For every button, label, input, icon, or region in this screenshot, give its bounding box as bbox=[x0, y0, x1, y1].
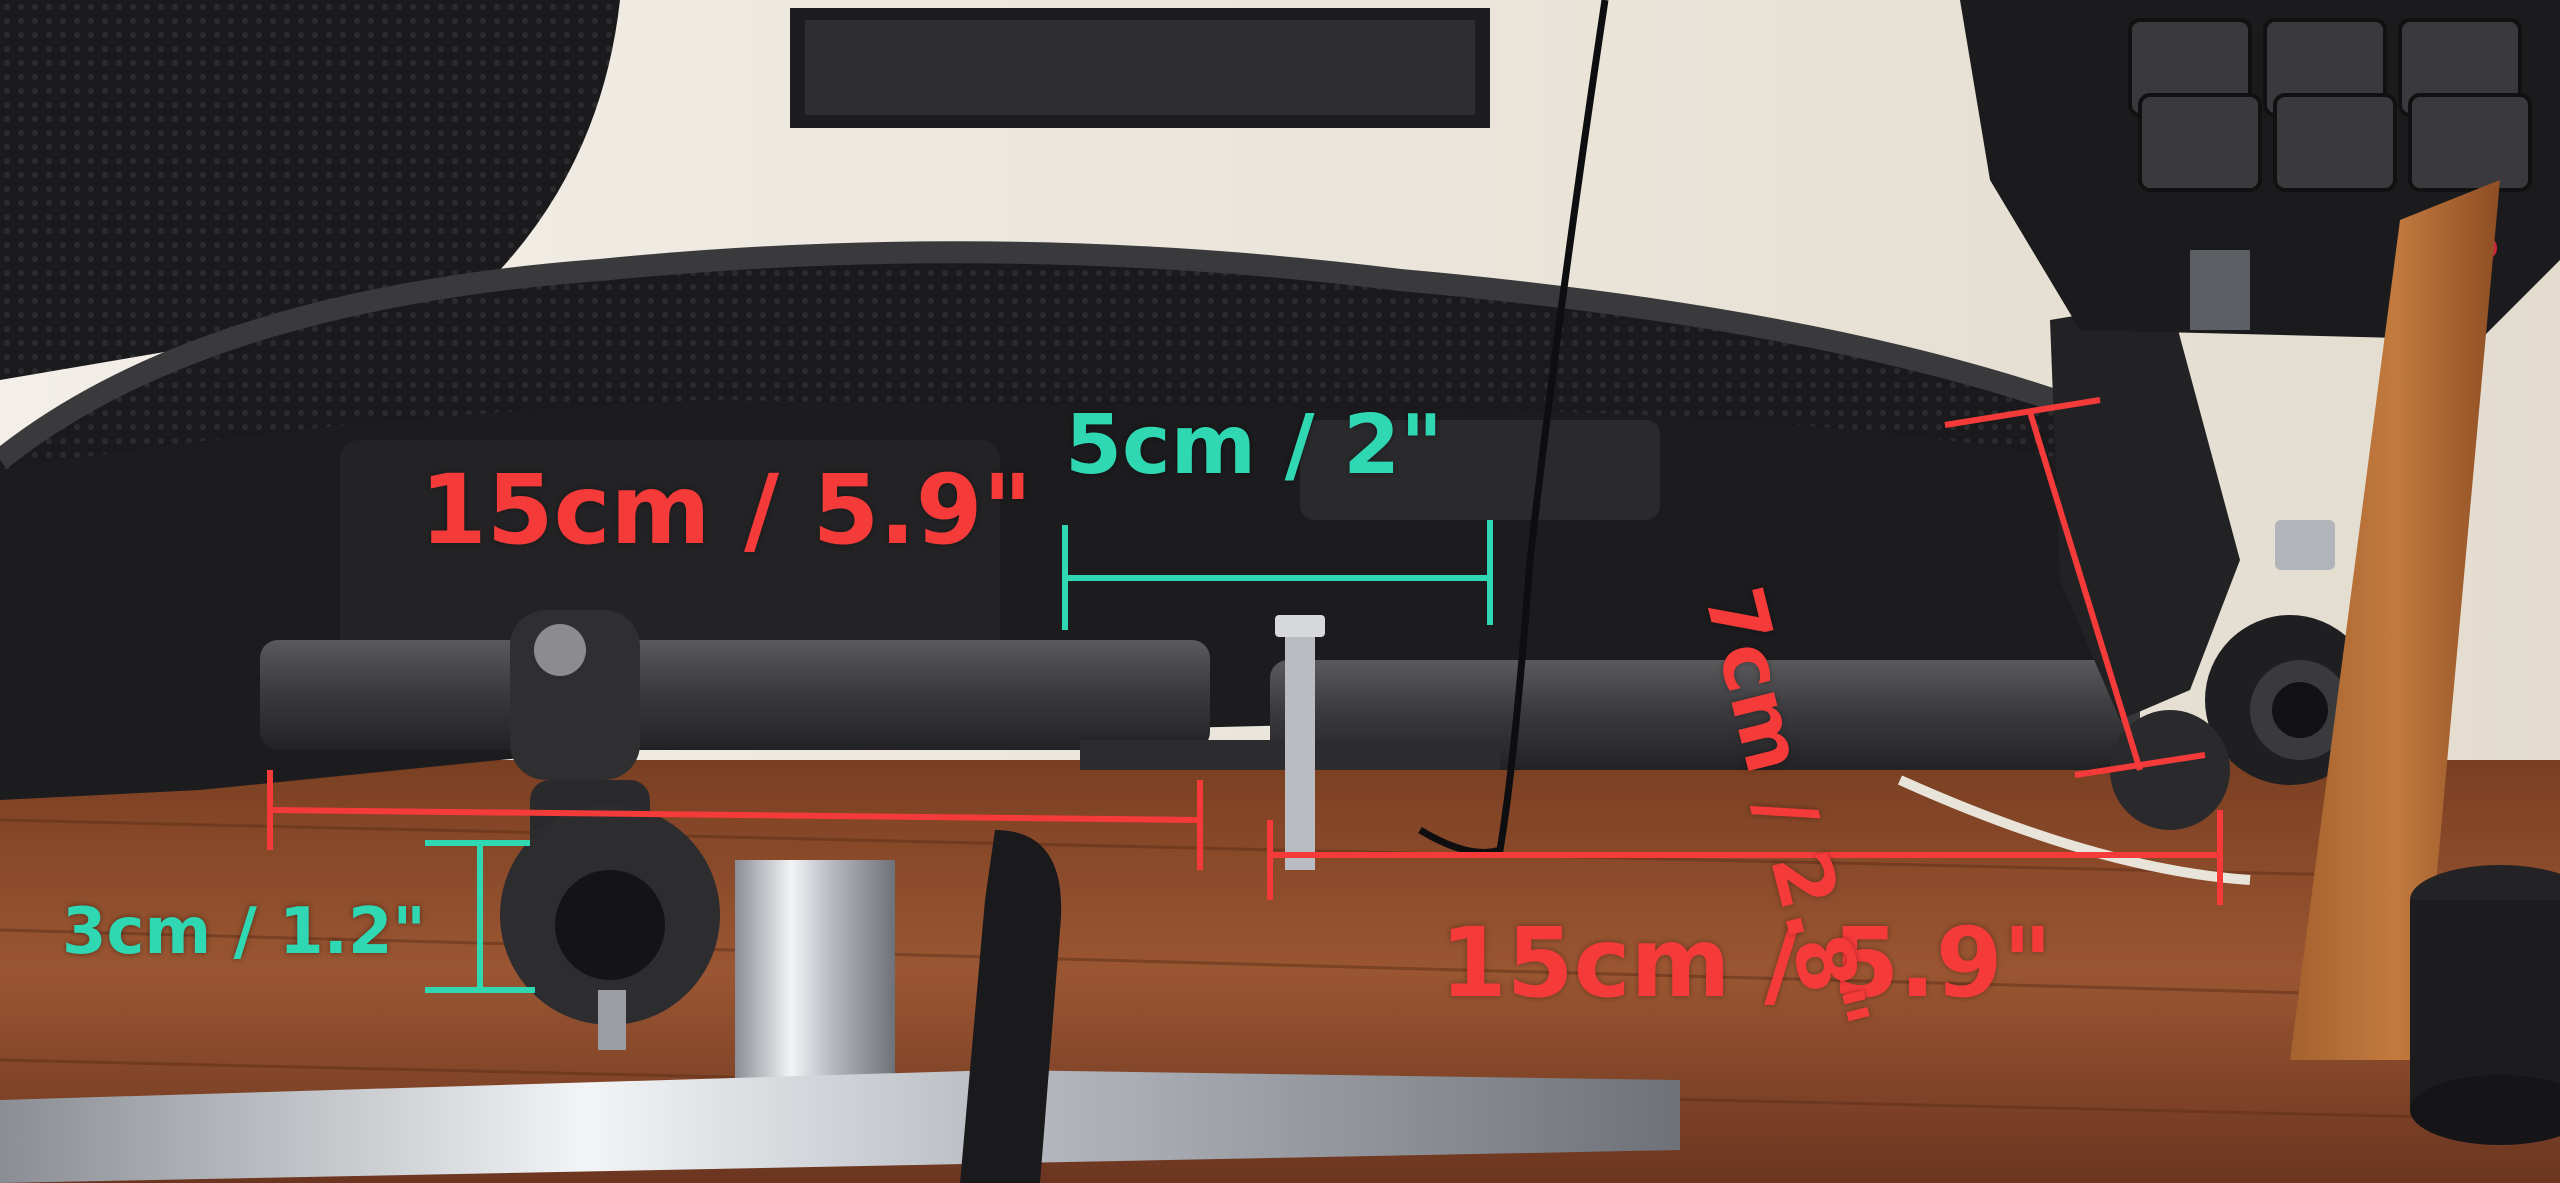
slot-width-label: 5cm / 2" bbox=[1065, 398, 1443, 493]
red-dimension-lines bbox=[267, 397, 2223, 905]
teal-dimension-lines bbox=[425, 520, 1493, 993]
bracket-height-label: 3cm / 1.2" bbox=[62, 895, 426, 969]
left-arm-length-label: 15cm / 5.9" bbox=[420, 454, 1033, 566]
right-arm-length-label: 15cm / 5.9" bbox=[1440, 907, 2053, 1019]
